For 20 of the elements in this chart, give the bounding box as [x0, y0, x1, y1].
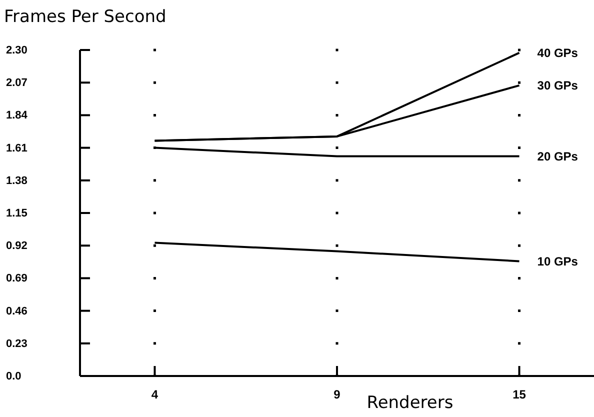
x-tick-label: 9 — [334, 388, 341, 402]
y-tick-label: 2.30 — [6, 44, 28, 57]
series-label: 20 GPs — [537, 150, 578, 164]
y-tick-label: 0.23 — [6, 338, 28, 350]
y-tick-label: 0.92 — [6, 240, 28, 252]
x-tick-label: 15 — [512, 388, 526, 402]
chart-title: Frames Per Second — [4, 7, 166, 27]
y-tick-label: 0.69 — [6, 272, 28, 285]
y-tick-label: 0.46 — [6, 305, 28, 318]
x-axis-title: Renderers — [366, 393, 454, 413]
y-tick-label: 0.0 — [6, 370, 22, 383]
y-tick-label: 1.38 — [6, 174, 28, 187]
series-label: 40 GPs — [537, 46, 578, 60]
series-label: 10 GPs — [537, 254, 578, 268]
y-tick-label: 1.15 — [6, 208, 28, 220]
x-tick-label: 4 — [151, 388, 158, 402]
y-tick-label: 1.61 — [6, 142, 28, 154]
y-tick-label: 1.84 — [6, 110, 28, 122]
series-label: 30 GPs — [537, 78, 578, 93]
y-tick-label: 2.07 — [6, 77, 28, 90]
